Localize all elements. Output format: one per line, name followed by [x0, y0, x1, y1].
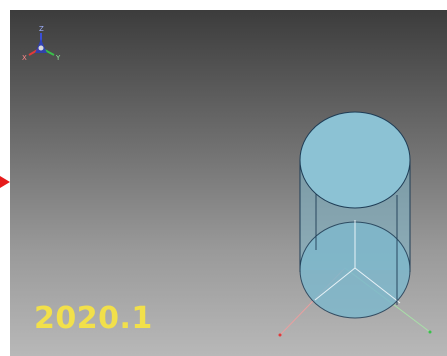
cylinder-base-y-line [354, 267, 401, 304]
scene-x-tip-icon [278, 333, 282, 337]
triad-x-label: X [22, 54, 27, 62]
triad-z-label: Z [39, 25, 44, 33]
cylinder-base-x-line [314, 267, 356, 301]
triad-origin-icon [38, 45, 44, 51]
view-triad[interactable]: Z X Y [22, 25, 61, 62]
cylinder-part[interactable] [299, 111, 411, 319]
scene-y-tip-icon [428, 330, 432, 334]
pointer-marker-icon [0, 176, 10, 188]
cylinder-top-face[interactable] [299, 111, 411, 209]
version-label: 2020.1 [34, 301, 153, 336]
3d-viewport[interactable]: Z X Y [10, 10, 447, 356]
triad-y-label: Y [55, 54, 61, 62]
scene-canvas: Z X Y [22, 25, 432, 337]
